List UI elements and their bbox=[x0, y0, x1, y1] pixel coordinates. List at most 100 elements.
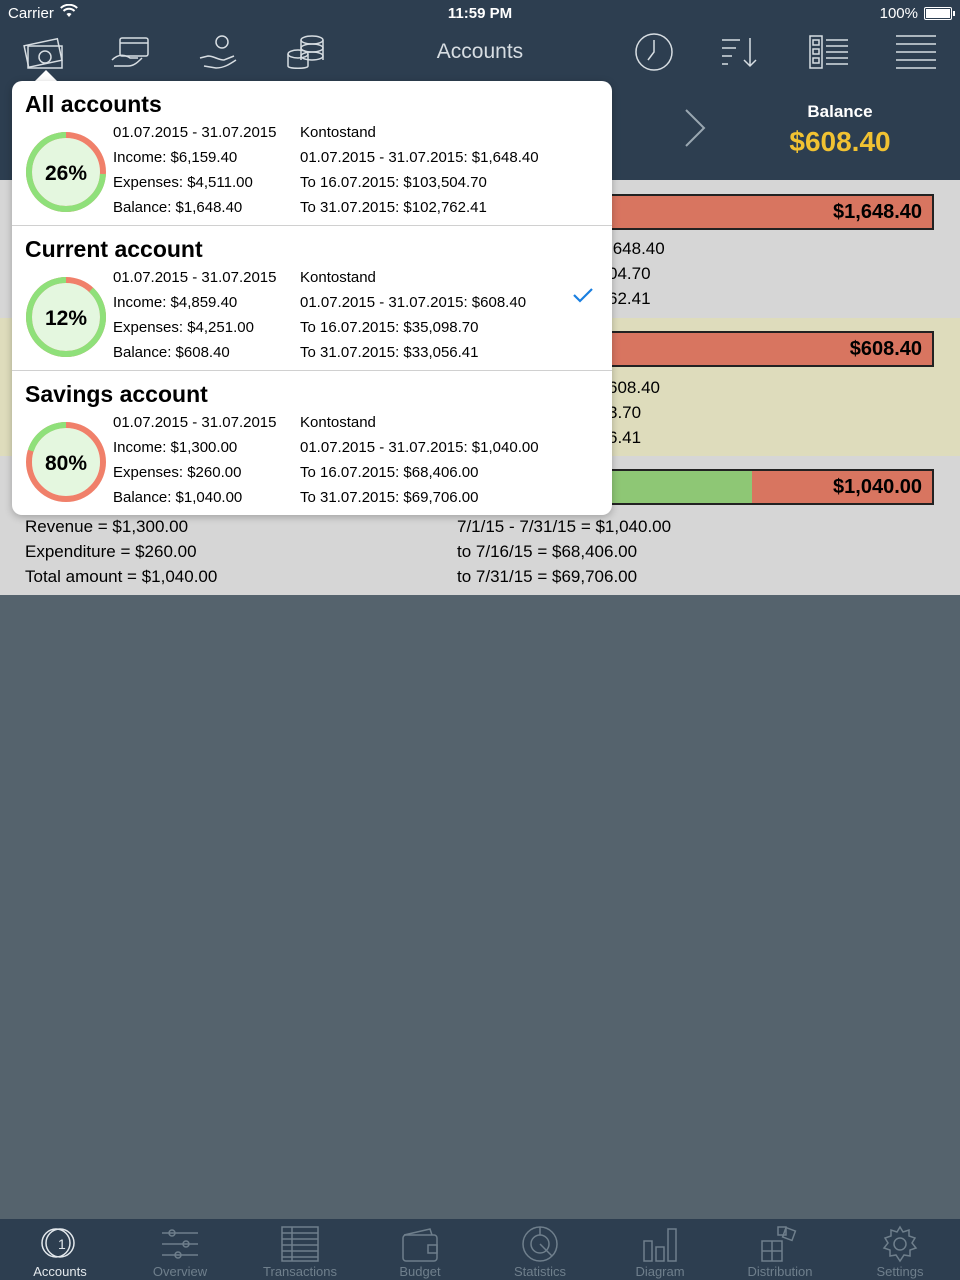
expenses: Expenses: $260.00 bbox=[113, 464, 242, 481]
donut-green-arc bbox=[26, 132, 106, 212]
row-line: 04.70 bbox=[608, 264, 651, 283]
bar-value: $1,040.00 bbox=[833, 476, 922, 498]
expenses: Expenses: $4,251.00 bbox=[113, 319, 254, 336]
tab-accounts[interactable]: 1 Accounts bbox=[0, 1219, 120, 1280]
list-report-icon[interactable] bbox=[806, 32, 850, 72]
tab-diagram[interactable]: Diagram bbox=[600, 1219, 720, 1280]
popover-account-current[interactable]: Current account 12% 01.07.2015 - 31.07.2… bbox=[12, 226, 612, 371]
accounts-money-icon[interactable] bbox=[22, 32, 66, 72]
svg-text:1: 1 bbox=[58, 1236, 66, 1252]
expenditure-line: Expenditure = $260.00 bbox=[25, 542, 197, 561]
coins-stack-icon[interactable] bbox=[284, 32, 328, 72]
status-time: 11:59 PM bbox=[447, 5, 513, 22]
tab-label: Diagram bbox=[635, 1264, 685, 1279]
tab-label: Distribution bbox=[747, 1264, 813, 1279]
chevron-right-icon[interactable] bbox=[680, 106, 710, 150]
balance-label: Balance bbox=[807, 102, 873, 121]
tab-label: Statistics bbox=[513, 1264, 566, 1279]
account-kontostand: Kontostand 01.07.2015 - 31.07.2015: $608… bbox=[300, 265, 526, 365]
period-balance: 01.07.2015 - 31.07.2015: $1,648.40 bbox=[300, 149, 539, 166]
sort-icon[interactable] bbox=[718, 32, 762, 72]
menu-icon[interactable] bbox=[894, 32, 938, 72]
checkmark-icon bbox=[573, 288, 593, 303]
revenue-line: Revenue = $1,300.00 bbox=[25, 517, 189, 536]
income: Income: $4,859.40 bbox=[113, 294, 238, 311]
popover-arrow bbox=[34, 70, 58, 82]
gear-icon bbox=[882, 1225, 918, 1263]
account-summary: 01.07.2015 - 31.07.2015 Income: $1,300.0… bbox=[113, 410, 276, 510]
account-name: All accounts bbox=[25, 91, 162, 117]
tab-label: Budget bbox=[399, 1264, 441, 1279]
tab-label: Accounts bbox=[33, 1264, 87, 1279]
tab-label: Settings bbox=[876, 1264, 924, 1279]
expenses: Expenses: $4,511.00 bbox=[113, 174, 253, 191]
row-line: ,648.40 bbox=[608, 239, 665, 258]
status-bar: Carrier 11:59 PM 100% bbox=[0, 0, 960, 26]
row-line: 608.40 bbox=[608, 378, 660, 397]
percent-donut: 12% bbox=[26, 277, 106, 357]
battery-percent: 100% bbox=[879, 5, 918, 22]
pie-icon bbox=[522, 1226, 558, 1262]
card-icon[interactable] bbox=[108, 32, 152, 72]
donut-fill bbox=[32, 428, 100, 496]
to-mid: To 16.07.2015: $103,504.70 bbox=[300, 174, 487, 191]
period-balance: 01.07.2015 - 31.07.2015: $1,040.00 bbox=[300, 439, 539, 456]
donut-percent-label: 26% bbox=[45, 162, 87, 185]
row-line: 62.41 bbox=[608, 289, 651, 308]
donut-green-arc bbox=[26, 422, 106, 502]
tab-budget[interactable]: Budget bbox=[360, 1219, 480, 1280]
tab-label: Overview bbox=[152, 1264, 208, 1279]
wifi-icon bbox=[60, 3, 78, 22]
total-line: Total amount = $1,040.00 bbox=[25, 567, 218, 586]
bar-value: $1,648.40 bbox=[833, 201, 922, 223]
balance: Balance: $1,648.40 bbox=[113, 199, 243, 216]
kontostand-label: Kontostand bbox=[300, 269, 376, 286]
period-balance: 01.07.2015 - 31.07.2015: $608.40 bbox=[300, 294, 527, 311]
balance: Balance: $608.40 bbox=[113, 344, 230, 361]
account-kontostand: Kontostand 01.07.2015 - 31.07.2015: $1,6… bbox=[300, 120, 539, 220]
account-kontostand: Kontostand 01.07.2015 - 31.07.2015: $1,0… bbox=[300, 410, 539, 510]
tab-distribution[interactable]: Distribution bbox=[720, 1219, 840, 1280]
period: 01.07.2015 - 31.07.2015 bbox=[113, 414, 277, 431]
tab-statistics[interactable]: Statistics bbox=[480, 1219, 600, 1280]
accounts-coin-icon: 1 bbox=[41, 1228, 75, 1258]
tab-overview[interactable]: Overview bbox=[120, 1219, 240, 1280]
battery-icon bbox=[924, 7, 955, 20]
clock-icon[interactable] bbox=[632, 32, 676, 72]
period-line: 7/1/15 - 7/31/15 = $1,040.00 bbox=[457, 517, 672, 536]
to-end: To 31.07.2015: $69,706.00 bbox=[300, 489, 479, 506]
account-name: Current account bbox=[25, 236, 203, 262]
period: 01.07.2015 - 31.07.2015 bbox=[113, 269, 277, 286]
donut-percent-label: 80% bbox=[45, 452, 87, 475]
tab-settings[interactable]: Settings bbox=[840, 1219, 960, 1280]
balance: Balance: $1,040.00 bbox=[113, 489, 243, 506]
popover-account-savings[interactable]: Savings account 80% 01.07.2015 - 31.07.2… bbox=[12, 371, 612, 515]
bar-chart-icon bbox=[643, 1228, 677, 1262]
hand-coin-icon[interactable] bbox=[196, 32, 240, 72]
end-line: to 7/31/15 = $69,706.00 bbox=[457, 567, 638, 586]
to-end: To 31.07.2015: $33,056.41 bbox=[300, 344, 479, 361]
tab-bar: 1 Accounts Overview Transactions Budget … bbox=[0, 1219, 960, 1280]
balance-value: $608.40 bbox=[789, 126, 891, 157]
account-summary: 01.07.2015 - 31.07.2015 Income: $4,859.4… bbox=[113, 265, 276, 365]
kontostand-label: Kontostand bbox=[300, 414, 376, 431]
wallet-icon bbox=[402, 1228, 438, 1262]
percent-donut: 80% bbox=[26, 422, 106, 502]
donut-fill bbox=[32, 283, 100, 351]
distribution-icon bbox=[761, 1226, 797, 1262]
donut-percent-label: 12% bbox=[45, 307, 87, 330]
tab-transactions[interactable]: Transactions bbox=[240, 1219, 360, 1280]
row-line: 6.41 bbox=[608, 428, 642, 447]
donut-fill bbox=[32, 138, 100, 206]
account-summary: 01.07.2015 - 31.07.2015 Income: $6,159.4… bbox=[113, 120, 276, 220]
period: 01.07.2015 - 31.07.2015 bbox=[113, 124, 277, 141]
carrier-label: Carrier bbox=[8, 5, 54, 22]
mid-line: to 7/16/15 = $68,406.00 bbox=[457, 542, 638, 561]
bar-value: $608.40 bbox=[849, 338, 922, 360]
income: Income: $1,300.00 bbox=[113, 439, 238, 456]
kontostand-label: Kontostand bbox=[300, 124, 376, 141]
popover-account-all[interactable]: All accounts 26% 01.07.2015 - 31.07.2015… bbox=[12, 81, 612, 226]
account-name: Savings account bbox=[25, 381, 208, 407]
donut-green-arc bbox=[26, 277, 106, 357]
income: Income: $6,159.40 bbox=[113, 149, 238, 166]
